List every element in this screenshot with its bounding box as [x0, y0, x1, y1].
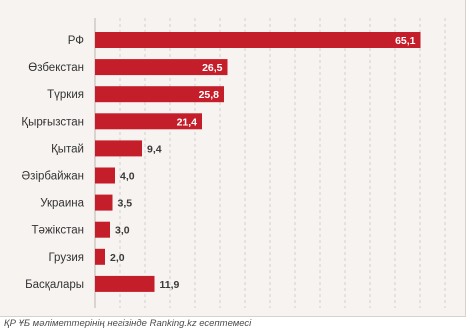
bar [95, 167, 115, 184]
bar [95, 248, 105, 265]
bar [95, 221, 110, 238]
category-label: Әзірбайжан [22, 171, 84, 183]
bar [95, 140, 142, 157]
bar [95, 86, 224, 103]
value-label: 21,4 [177, 116, 198, 128]
value-label: 25,8 [199, 89, 220, 101]
bar [95, 194, 113, 211]
bar [95, 113, 202, 130]
category-label: Өзбекстан [28, 62, 84, 74]
category-label: РФ [68, 35, 85, 47]
category-label: Грузия [48, 252, 84, 264]
category-label: Басқалары [25, 279, 84, 291]
category-label: Тәжікстан [32, 225, 84, 237]
source-note: ҚР ҰБ мәліметтерінің негізінде Ranking.k… [4, 318, 252, 329]
bar-chart: РФ 65,1 Өзбекстан 26,5 Түркия 25,8 Қырғызстан 2… [21, 18, 446, 308]
chart-frame: РФ 65,1 Өзбекстан 26,5 Түркия 25,8 Қырғызстан 2… [0, 0, 466, 317]
value-label: 9,4 [147, 143, 162, 155]
value-label: 3,5 [118, 198, 133, 210]
bar [95, 275, 155, 292]
bar [95, 59, 228, 76]
value-label: 2,0 [110, 252, 125, 264]
category-label: Украина [40, 198, 84, 210]
value-label: 4,0 [120, 171, 135, 183]
category-label: Қытай [51, 143, 84, 155]
value-label: 65,1 [395, 35, 416, 47]
value-label: 11,9 [160, 279, 180, 291]
value-label: 26,5 [202, 62, 223, 74]
bar [95, 32, 421, 48]
category-label: Түркия [47, 89, 84, 101]
value-label: 3,0 [115, 225, 130, 237]
category-label: Қырғызстан [21, 116, 84, 128]
